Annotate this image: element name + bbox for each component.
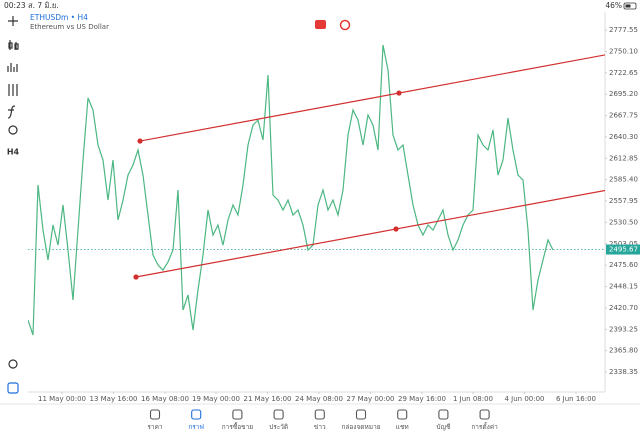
y-tick-label: 2338.35 [609,368,638,376]
nav-label[interactable]: แชท [396,423,409,431]
trend-anchor [133,274,139,280]
y-tick-label: 2503.05 [609,240,638,248]
y-tick-label: 2695.20 [609,90,638,98]
battery-level [625,4,631,8]
trend-anchor [396,90,402,96]
nav-icon[interactable] [314,409,325,420]
nav-icon[interactable] [191,409,202,420]
nav-label[interactable]: ประวัติ [269,423,288,431]
function-tool[interactable] [7,105,16,119]
nav-label[interactable]: ราคา [147,423,162,431]
y-tick-label: 2750.10 [609,47,638,55]
trend-anchor [393,226,399,232]
x-tick-label: 16 May 08:00 [141,395,189,403]
nav-icon[interactable] [438,409,449,420]
trend-anchor [137,138,143,144]
nav-icon[interactable] [273,409,284,420]
status-date: ส. 7 มิ.ย. [28,1,59,10]
x-tick-label: 29 May 16:00 [398,395,446,403]
trend-line [139,54,605,142]
y-tick-label: 2448.15 [609,283,638,291]
status-time: 00:23 [4,1,26,10]
y-tick-label: 2365.80 [609,347,638,355]
x-tick-label: 24 May 08:00 [295,395,343,403]
y-tick-label: 2557.95 [609,197,638,205]
x-tick-label: 19 May 00:00 [192,395,240,403]
app-icon[interactable] [7,382,19,394]
x-tick-label: 27 May 00:00 [346,395,394,403]
y-tick-label: 2612.85 [609,154,638,162]
timeframe-button[interactable]: H4 [7,148,20,157]
y-tick-label: 2530.50 [609,218,638,226]
y-tick-label: 2475.60 [609,261,638,269]
y-tick-label: 2420.70 [609,304,638,312]
y-tick-label: 2777.55 [609,26,638,34]
y-tick-label: 2640.30 [609,133,638,141]
x-tick-label: 13 May 16:00 [89,395,137,403]
x-tick-label: 6 Jun 16:00 [556,395,596,403]
chart-type-tool[interactable] [8,40,19,50]
zoom-tool[interactable] [8,359,18,369]
nav-icon[interactable] [355,409,367,420]
nav-label[interactable]: กล่องจดหมาย [341,423,380,431]
x-tick-label: 21 May 16:00 [243,395,291,403]
y-tick-label: 2585.40 [609,176,638,184]
indicators-tool[interactable] [7,63,18,72]
trend-line [135,189,605,278]
nav-label[interactable]: กราฟ [188,423,204,431]
price-line [28,44,554,336]
battery-icon [623,2,637,10]
nav-icon[interactable] [479,409,490,420]
current-price-label: 2495.67 [609,246,638,254]
nav-icon[interactable] [397,409,408,420]
chart-title: ETHUSDm • H4 [30,13,88,22]
one-click-button[interactable] [315,20,326,29]
status-battery: 46% [605,1,622,10]
objects-tool[interactable] [8,125,18,135]
nav-label[interactable]: ข่าว [314,423,326,431]
nav-icon[interactable] [149,409,161,420]
crosshair-tool[interactable] [8,16,18,26]
current-price-tag [606,244,640,255]
x-tick-label: 4 Jun 00:00 [504,395,544,403]
y-tick-label: 2667.75 [609,112,638,120]
y-tick-label: 2393.25 [609,325,638,333]
x-tick-label: 1 Jun 08:00 [453,395,493,403]
y-tick-label: 2722.65 [609,69,638,77]
left-toolbar [7,16,19,394]
plot-area [28,44,605,336]
nav-label[interactable]: บัญชี [436,423,451,431]
settings-tool[interactable] [8,84,18,96]
x-tick-label: 11 May 00:00 [38,395,86,403]
quick-trade-button[interactable] [339,19,351,31]
nav-label[interactable]: การซื้อขาย [222,422,253,431]
nav-label[interactable]: การตั้งค่า [471,422,498,431]
chart-subtitle: Ethereum vs US Dollar [30,23,109,31]
nav-icon[interactable] [232,409,243,420]
